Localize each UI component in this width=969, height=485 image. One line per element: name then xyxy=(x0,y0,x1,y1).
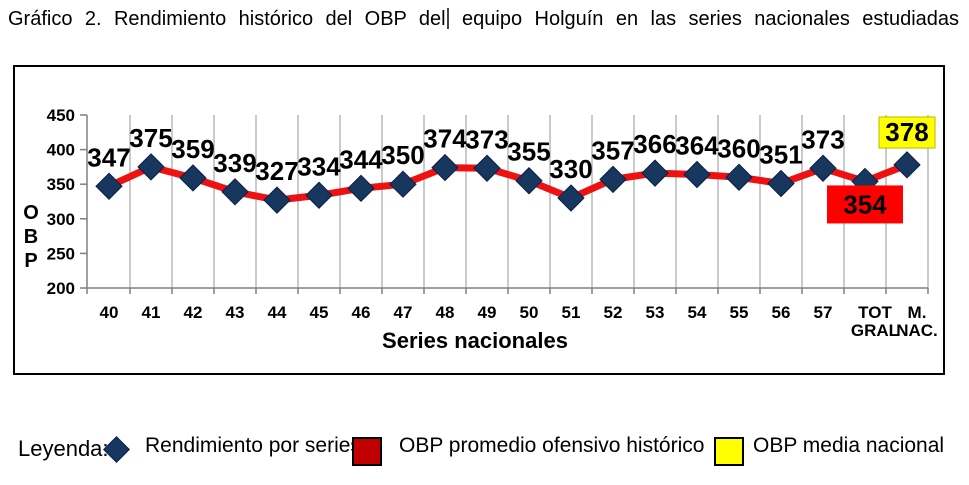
data-point-label: 364 xyxy=(675,131,719,161)
data-point-label: 366 xyxy=(633,129,676,159)
y-tick-label: 250 xyxy=(47,244,75,263)
y-axis-title-letter: P xyxy=(24,250,37,272)
x-tick-label: 53 xyxy=(646,303,665,322)
data-point-marker xyxy=(599,165,627,194)
x-tick-label: 57 xyxy=(814,303,833,322)
data-point-label: 375 xyxy=(129,123,172,153)
data-point-label: 357 xyxy=(591,135,634,165)
data-point-label: 374 xyxy=(423,124,467,154)
x-tick-label: 48 xyxy=(436,303,455,322)
highlight-box xyxy=(878,116,936,149)
x-tick-label: 54 xyxy=(688,303,707,322)
data-point-label: 359 xyxy=(171,134,214,164)
legend-label: Leyenda: xyxy=(18,436,109,461)
caption-text-part1: Gráfico 2. Rendimiento histórico del OBP… xyxy=(8,8,446,30)
data-point-marker xyxy=(95,172,123,200)
y-tick-label: 450 xyxy=(47,106,75,125)
x-tick-label: GRAL xyxy=(851,321,899,340)
data-point-marker xyxy=(809,154,837,182)
y-tick-label: 200 xyxy=(47,279,75,298)
data-point-marker xyxy=(893,151,921,179)
legend-item-historic-average: OBP promedio ofensivo histórico xyxy=(399,434,705,457)
x-tick-label: 56 xyxy=(772,303,791,322)
x-tick-label: 52 xyxy=(604,303,623,322)
x-tick-label: 40 xyxy=(100,303,119,322)
caption-text-part2: equipo Holguín en las series nacionales … xyxy=(462,8,960,30)
data-point-marker xyxy=(767,169,795,198)
data-point-label: 347 xyxy=(87,142,130,172)
x-tick-label: 43 xyxy=(226,303,245,322)
x-tick-label: 47 xyxy=(394,303,413,322)
data-point-label: 373 xyxy=(801,124,844,154)
legend-item-national-average: OBP media nacional xyxy=(753,434,945,457)
x-tick-label: NAC. xyxy=(896,321,938,340)
x-tick-label: 50 xyxy=(520,303,539,322)
square-icon xyxy=(714,437,744,466)
data-point-marker xyxy=(137,153,165,181)
data-point-label: 339 xyxy=(213,148,256,178)
data-point-label: 344 xyxy=(339,144,383,174)
chart-caption[interactable]: Gráfico 2. Rendimiento histórico del OBP… xyxy=(8,6,959,32)
data-point-marker xyxy=(347,174,375,203)
data-point-marker xyxy=(641,159,669,187)
data-point-marker xyxy=(431,153,459,182)
x-tick-label: 41 xyxy=(142,303,161,322)
data-point-marker xyxy=(473,154,501,182)
highlight-box-value: 354 xyxy=(843,189,887,219)
data-point-label: 373 xyxy=(465,124,508,154)
highlight-box xyxy=(827,185,903,224)
x-tick-label: 44 xyxy=(268,303,287,322)
x-tick-label: 55 xyxy=(730,303,749,322)
y-tick-label: 400 xyxy=(47,141,75,160)
x-tick-label: 51 xyxy=(562,303,581,322)
x-tick-label: 45 xyxy=(310,303,329,322)
data-point-marker xyxy=(683,160,711,189)
data-point-marker xyxy=(557,184,585,212)
data-point-marker xyxy=(179,164,207,192)
data-point-marker xyxy=(305,181,333,209)
x-tick-label: 46 xyxy=(352,303,371,322)
data-point-label: 350 xyxy=(381,140,424,170)
data-point-label: 334 xyxy=(297,151,341,181)
data-point-marker xyxy=(515,167,543,195)
square-icon xyxy=(352,437,382,466)
obp-line-chart[interactable]: 200 250 300 350 400 450 40 41 42 43 44 45 46 47 48 49 50… xyxy=(13,65,945,375)
x-tick-label: 42 xyxy=(184,303,203,322)
data-point-marker xyxy=(389,170,417,198)
x-axis-title: Series nacionales xyxy=(382,328,568,353)
data-point-marker xyxy=(725,163,753,191)
highlight-box-value: 378 xyxy=(885,117,928,147)
x-tick-label: TOT xyxy=(858,303,892,322)
y-axis-title-letter: B xyxy=(24,226,38,248)
data-point-label: 360 xyxy=(717,133,760,163)
data-point-marker xyxy=(263,186,291,214)
data-point-label: 327 xyxy=(255,156,298,186)
text-cursor xyxy=(446,8,449,29)
data-point-label: 330 xyxy=(549,154,592,184)
x-tick-label: 49 xyxy=(478,303,497,322)
y-axis-title-letter: O xyxy=(23,202,39,224)
y-tick-label: 300 xyxy=(47,210,75,229)
legend-item-series: Rendimiento por series xyxy=(145,434,361,457)
data-point-label: 351 xyxy=(759,140,802,170)
data-point-label: 355 xyxy=(507,137,550,167)
x-tick-label: M. xyxy=(908,303,927,322)
y-tick-label: 350 xyxy=(47,175,75,194)
data-point-marker xyxy=(221,178,249,206)
chart-canvas: 200 250 300 350 400 450 40 41 42 43 44 45 46 47 48 49 50… xyxy=(23,106,938,353)
